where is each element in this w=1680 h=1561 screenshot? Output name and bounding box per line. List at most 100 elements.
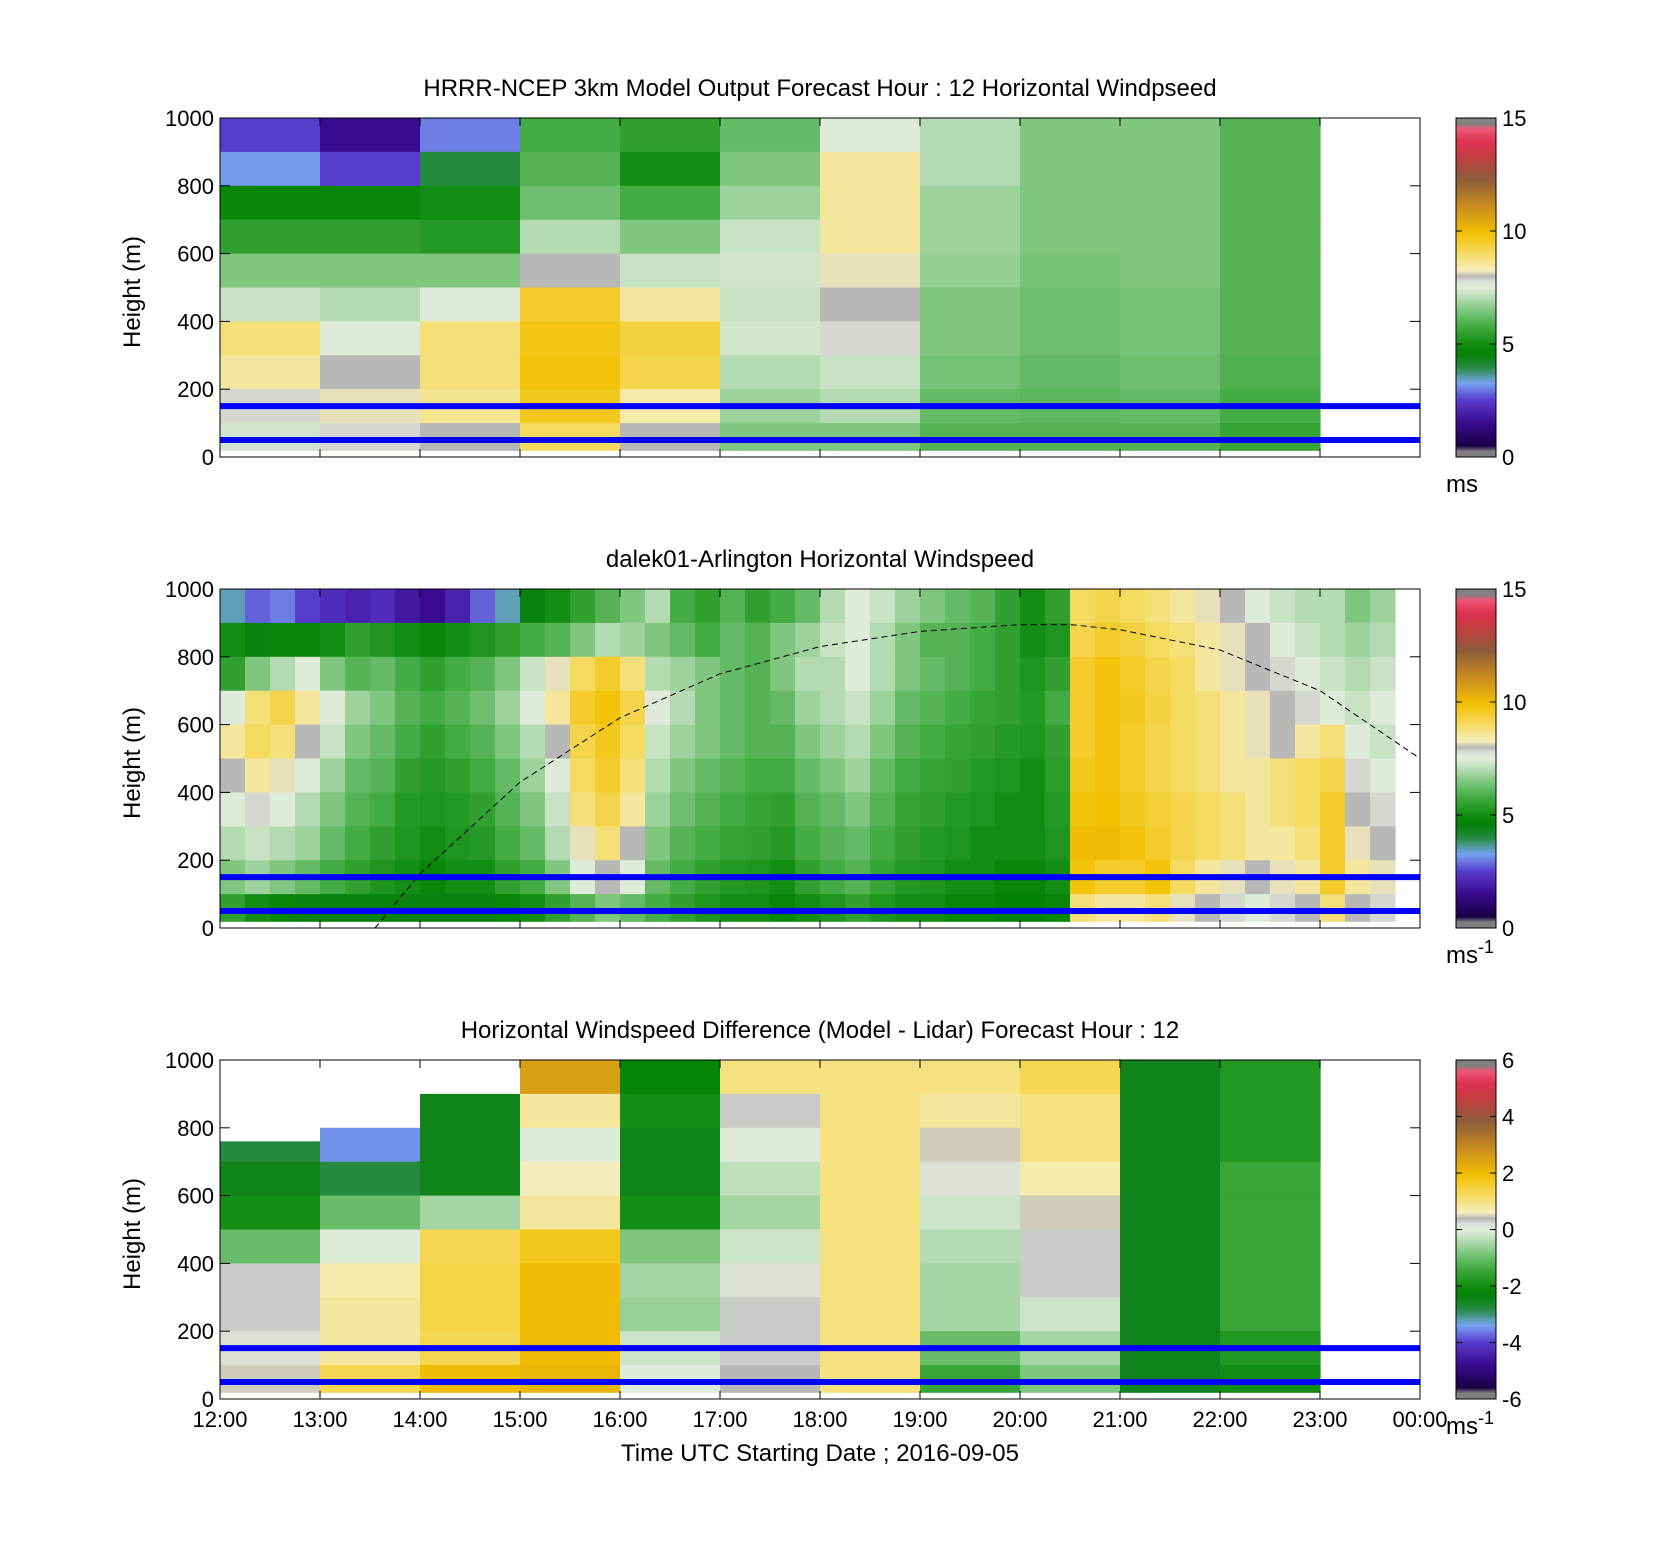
heatmap-cell: [420, 1127, 521, 1163]
heatmap-cell: [395, 589, 421, 624]
heatmap-cell: [370, 622, 396, 658]
heatmap-cell: [1095, 622, 1121, 658]
heatmap-cell: [420, 185, 521, 221]
heatmap-cell: [1120, 1195, 1221, 1231]
x-tick-label: 12:00: [192, 1407, 247, 1432]
heatmap-cell: [220, 287, 321, 322]
heatmap-cell: [1020, 1127, 1121, 1163]
heatmap-cell: [1070, 758, 1096, 793]
heatmap-cell: [620, 1060, 721, 1095]
heatmap-cell: [470, 622, 496, 658]
heatmap-cell: [845, 724, 871, 760]
heatmap-cell: [1220, 1127, 1321, 1163]
heatmap-cell: [720, 622, 746, 658]
heatmap-cell: [1120, 792, 1146, 827]
colorbar-tick-label: -2: [1502, 1274, 1522, 1299]
heatmap-cell: [745, 724, 771, 760]
heatmap-cell: [620, 423, 721, 451]
heatmap-cell: [720, 690, 746, 726]
heatmap-cell: [1020, 1365, 1121, 1393]
heatmap-cell: [820, 622, 846, 658]
heatmap-cell: [220, 1141, 321, 1163]
heatmap-cell: [1220, 690, 1246, 726]
heatmap-cell: [520, 1161, 621, 1197]
heatmap-cell: [220, 792, 246, 827]
heatmap-cell: [745, 792, 771, 827]
heatmap-cell: [545, 656, 571, 692]
heatmap-cell: [245, 826, 271, 861]
heatmap-cell: [970, 690, 996, 726]
heatmap-cell: [1045, 792, 1071, 827]
heatmap-cell: [870, 758, 896, 793]
heatmap-cell: [420, 589, 446, 624]
heatmap-cell: [920, 1127, 1021, 1163]
heatmap-cell: [220, 1365, 321, 1393]
heatmap-cell: [1295, 656, 1321, 692]
heatmap-cell: [570, 622, 596, 658]
heatmap-cell: [1320, 894, 1346, 922]
heatmap-cell: [1045, 758, 1071, 793]
heatmap-cell: [220, 219, 321, 255]
heatmap-cell: [1245, 826, 1271, 861]
heatmap-cell: [1220, 826, 1246, 861]
heatmap-cell: [1020, 792, 1046, 827]
daylight-curve: [374, 624, 1421, 929]
heatmap-cell: [1220, 118, 1321, 153]
y-tick-label: 800: [177, 645, 214, 670]
heatmap-cell: [820, 151, 921, 187]
heatmap-cell: [1045, 656, 1071, 692]
heatmap-cell: [1145, 656, 1171, 692]
heatmap-cell: [1345, 724, 1371, 760]
heatmap-cell: [645, 792, 671, 827]
heatmap-cell: [1020, 826, 1046, 861]
heatmap-cell: [1345, 826, 1371, 861]
heatmap-cell: [495, 690, 521, 726]
heatmap-cell: [720, 185, 821, 221]
heatmap-cell: [270, 656, 296, 692]
colorbar-tick-label: 0: [1502, 1218, 1514, 1243]
heatmap-cell: [995, 589, 1021, 624]
heatmap-cell: [1170, 724, 1196, 760]
heatmap-cell: [670, 690, 696, 726]
heatmap-cell: [1220, 1195, 1321, 1231]
heatmap-cell: [770, 622, 796, 658]
heatmap-cell: [1170, 656, 1196, 692]
heatmap-cell: [495, 656, 521, 692]
heatmap-cell: [970, 758, 996, 793]
heatmap-cell: [245, 656, 271, 692]
heatmap-cell: [795, 894, 821, 922]
heatmap-cell: [595, 826, 621, 861]
heatmap-cell: [495, 792, 521, 827]
heatmap-cell: [1020, 690, 1046, 726]
heatmap-cell: [320, 656, 346, 692]
heatmap-cell: [745, 690, 771, 726]
heatmap-cell: [920, 1060, 1021, 1095]
heatmap-cell: [720, 355, 821, 390]
heatmap-cell: [595, 589, 621, 624]
heatmap-cell: [870, 724, 896, 760]
y-tick-label: 600: [177, 1184, 214, 1209]
heatmap-cell: [820, 287, 921, 322]
heatmap-cell: [720, 253, 821, 289]
heatmap-cell: [1120, 423, 1221, 451]
heatmap-cell: [670, 724, 696, 760]
heatmap-cell: [1120, 690, 1146, 726]
heatmap-cell: [1170, 758, 1196, 793]
heatmap-cell: [620, 758, 646, 793]
colorbar-tick-label: 6: [1502, 1048, 1514, 1073]
heatmap-cell: [845, 656, 871, 692]
heatmap-cell: [770, 724, 796, 760]
heatmap-cell: [420, 792, 446, 827]
heatmap-cell: [820, 1297, 921, 1332]
heatmap-cell: [470, 690, 496, 726]
heatmap-cell: [820, 690, 846, 726]
colorbar-scale: [1455, 588, 1497, 929]
heatmap-cells: [220, 118, 1321, 451]
heatmap-cell: [320, 792, 346, 827]
heatmap-cell: [1320, 758, 1346, 793]
heatmap-cell: [520, 185, 621, 221]
heatmap-cell: [220, 151, 321, 187]
heatmap-cell: [1245, 792, 1271, 827]
heatmap-cell: [1045, 622, 1071, 658]
heatmap-cell: [320, 894, 346, 922]
